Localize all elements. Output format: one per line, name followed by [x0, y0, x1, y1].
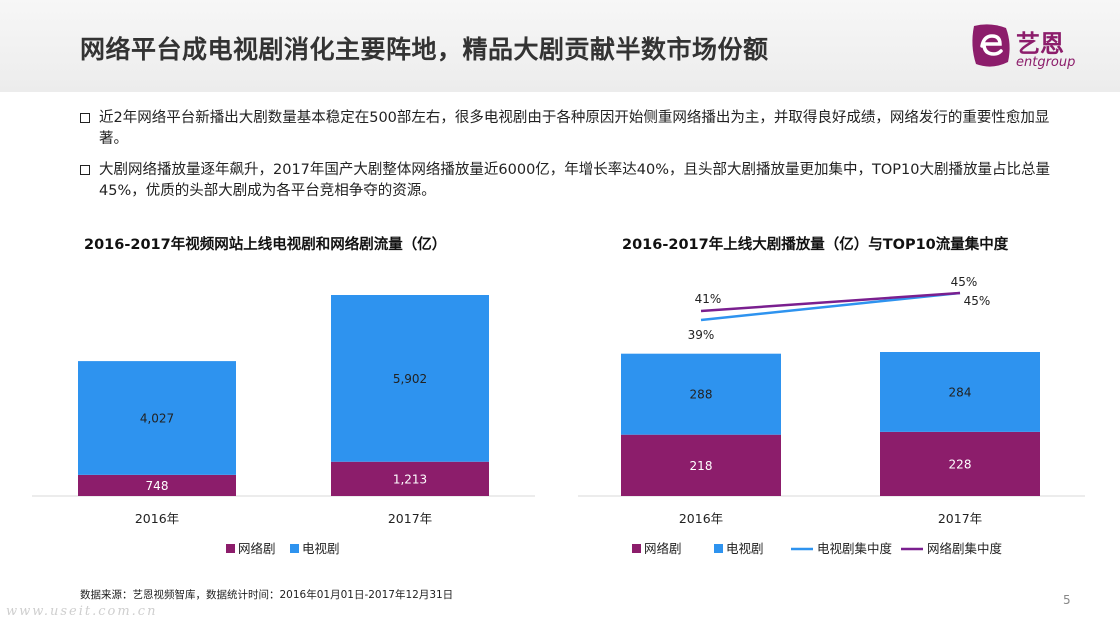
bullet-item: 大剧网络播放量逐年飙升，2017年国产大剧整体网络播放量近6000亿，年增长率达…: [80, 160, 1070, 202]
x-tick-label: 2017年: [388, 511, 432, 526]
x-tick-label: 2017年: [938, 511, 982, 526]
logo-subtext: entgroup: [1016, 55, 1076, 70]
bar-segment: [331, 295, 489, 462]
bar-segment: [621, 434, 781, 496]
data-label: 45%: [951, 275, 978, 289]
x-tick-label: 2016年: [679, 511, 723, 526]
chart-2-title: 2016-2017年上线大剧播放量（亿）与TOP10流量集中度: [622, 237, 1009, 253]
square-bullet-icon: [80, 165, 90, 175]
legend-label: 网络剧集中度: [927, 541, 1003, 556]
legend-swatch: [290, 544, 299, 553]
data-source-note: 数据来源：艺恩视频智库，数据统计时间：2016年01月01日-2017年12月3…: [80, 589, 454, 601]
legend-swatch: [632, 544, 641, 553]
data-label: 228: [949, 457, 972, 471]
legend-swatch: [226, 544, 235, 553]
legend-label: 网络剧: [644, 541, 682, 556]
logo-text: 艺恩: [1016, 30, 1064, 58]
data-label: 218: [690, 459, 713, 473]
series-line: [700, 291, 961, 313]
data-label: 39%: [688, 328, 715, 342]
page-number: 5: [1063, 593, 1071, 607]
bullet-text: 近2年网络平台新播出大剧数量基本稳定在500部左右，很多电视剧由于各种原因开始侧…: [99, 110, 1050, 147]
data-label: 748: [146, 479, 169, 493]
bullet-item: 近2年网络平台新播出大剧数量基本稳定在500部左右，很多电视剧由于各种原因开始侧…: [80, 108, 1070, 150]
data-label: 5,902: [393, 372, 427, 386]
bar-segment: [621, 353, 781, 435]
bar-segment: [78, 361, 236, 475]
data-label: 284: [949, 385, 972, 399]
data-label: 41%: [695, 292, 722, 306]
x-tick-label: 2016年: [135, 511, 179, 526]
square-bullet-icon: [80, 113, 90, 123]
legend-label: 网络剧: [238, 541, 276, 556]
header-band: [0, 0, 1120, 92]
entgroup-logo-icon: [972, 24, 1010, 67]
bar-segment: [331, 461, 489, 496]
data-label: 45%: [964, 294, 991, 308]
series-line: [700, 291, 961, 322]
legend-label: 电视剧集中度: [817, 541, 893, 556]
data-label: 288: [690, 388, 713, 402]
chart-1-title: 2016-2017年视频网站上线电视剧和网络剧流量（亿）: [84, 237, 447, 253]
bullet-text: 大剧网络播放量逐年飙升，2017年国产大剧整体网络播放量近6000亿，年增长率达…: [99, 162, 1050, 199]
legend-label: 电视剧: [726, 541, 764, 556]
watermark-text: www.useit.com.cn: [6, 604, 158, 619]
legend-label: 电视剧: [302, 541, 340, 556]
data-label: 4,027: [140, 411, 174, 425]
bar-segment: [880, 431, 1040, 496]
legend-swatch: [714, 544, 723, 553]
bar-segment: [78, 474, 236, 496]
bar-segment: [880, 352, 1040, 432]
data-label: 1,213: [393, 472, 427, 486]
page-title: 网络平台成电视剧消化主要阵地，精品大剧贡献半数市场份额: [80, 35, 769, 64]
